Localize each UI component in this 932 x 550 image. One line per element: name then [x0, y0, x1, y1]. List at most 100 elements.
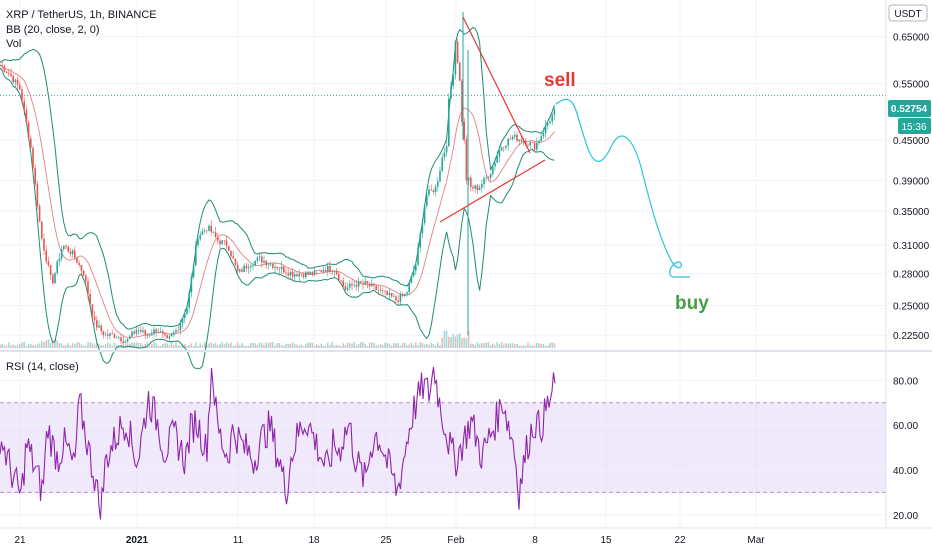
- volume-bar: [173, 345, 175, 348]
- candle-body: [98, 325, 100, 328]
- volume-bar: [536, 342, 538, 348]
- candle-body: [529, 142, 531, 146]
- volume-bar: [311, 342, 314, 348]
- candle-body: [54, 272, 56, 284]
- rsi-indicator-label[interactable]: RSI (14, close): [6, 361, 79, 373]
- volume-bar: [25, 345, 28, 348]
- volume-bar: [41, 340, 43, 348]
- candle-body: [93, 316, 96, 321]
- candle-body: [89, 294, 91, 305]
- volume-bar: [296, 344, 298, 348]
- candle-body: [91, 304, 94, 317]
- volume-bar: [353, 342, 355, 348]
- volume-bar: [410, 342, 413, 348]
- candle-body: [496, 156, 498, 163]
- candle-body: [214, 232, 217, 238]
- volume-bar: [153, 342, 155, 348]
- volume-bar: [544, 345, 547, 348]
- candle-body: [25, 109, 28, 123]
- volume-bar: [377, 345, 380, 348]
- volume-bar: [481, 342, 483, 348]
- volume-bar: [162, 343, 164, 348]
- candle-body: [459, 62, 461, 81]
- time-tick-label: 22: [674, 535, 686, 546]
- time-axis[interactable]: 21 2021 11 18 25 Feb 8 15 22 Mar: [0, 527, 932, 546]
- volume-bar: [245, 345, 248, 348]
- candle-body: [507, 138, 509, 146]
- candle-body: [379, 290, 382, 291]
- volume-bar: [38, 343, 41, 348]
- candle-body: [131, 331, 133, 337]
- candle-body: [239, 269, 241, 272]
- volume-bar: [527, 342, 529, 348]
- volume-bar: [0, 344, 1, 348]
- volume-bar: [340, 345, 342, 348]
- candle-body: [5, 71, 8, 73]
- candle-body: [342, 280, 344, 287]
- volume-bar: [199, 343, 201, 348]
- volume-bar: [78, 342, 80, 348]
- price-axis[interactable]: USDT 0.65000 0.55000 0.45000 0.39000 0.35000…: [885, 0, 931, 528]
- candle-body: [192, 265, 195, 278]
- volume-bar: [151, 344, 153, 348]
- candle-body: [217, 237, 219, 241]
- volume-bar: [278, 343, 281, 348]
- candle-body: [481, 184, 483, 188]
- rsi-line: [0, 366, 556, 520]
- candle-body: [494, 162, 496, 167]
- candle-body: [551, 114, 553, 122]
- vol-indicator-label[interactable]: Vol: [6, 38, 21, 50]
- volume-bar: [300, 344, 303, 348]
- time-tick-label: 18: [308, 535, 320, 546]
- volume-bar: [45, 340, 47, 348]
- candle-body: [276, 266, 278, 269]
- candle-body: [166, 335, 168, 339]
- volume-bar: [318, 345, 320, 348]
- candle-body: [219, 240, 221, 245]
- candle-body: [373, 283, 375, 286]
- volume-bar: [305, 343, 307, 348]
- candle-body: [85, 275, 87, 281]
- volume-bar: [212, 343, 215, 348]
- rsi-tick-labels: 80.00 60.00 40.00 20.00: [893, 376, 918, 521]
- candle-body: [346, 287, 349, 290]
- currency-badge[interactable]: [888, 4, 928, 22]
- candle-body: [492, 166, 494, 174]
- volume-bar: [258, 342, 261, 348]
- candle-body: [14, 79, 17, 83]
- bb-indicator-label[interactable]: BB (20, close, 2, 0): [6, 24, 100, 36]
- candle-body: [294, 274, 296, 277]
- candles: [0, 11, 556, 345]
- volume-bar: [133, 342, 135, 348]
- volume-bar: [357, 344, 360, 348]
- volume-bar: [159, 345, 162, 348]
- volume-bar: [333, 345, 336, 348]
- time-tick-label: Mar: [747, 535, 765, 546]
- candle-body: [104, 334, 107, 336]
- volume-bar: [287, 343, 289, 348]
- candle-body: [439, 170, 441, 182]
- candle-body: [450, 85, 452, 99]
- volume-bar: [540, 344, 542, 348]
- volume-bar: [181, 345, 184, 348]
- volume-bar: [470, 343, 472, 348]
- volume-bar: [184, 343, 186, 348]
- candle-body: [340, 280, 342, 282]
- candle-body: [324, 270, 327, 272]
- candle-body: [122, 341, 124, 343]
- volume-bar: [496, 342, 498, 348]
- candle-body: [177, 330, 179, 331]
- volume-bar: [267, 343, 270, 348]
- volume-bar: [223, 344, 226, 348]
- candle-body: [133, 331, 135, 334]
- candle-body: [232, 256, 234, 259]
- candle-body: [377, 290, 380, 291]
- volume-bar: [241, 342, 243, 348]
- volume-bar: [441, 337, 443, 348]
- candle-body: [351, 283, 353, 286]
- volume-bar: [122, 342, 124, 348]
- volume-bar: [329, 345, 331, 348]
- candle-body: [353, 284, 355, 286]
- candle-body: [384, 290, 386, 292]
- volume-bar: [538, 343, 540, 348]
